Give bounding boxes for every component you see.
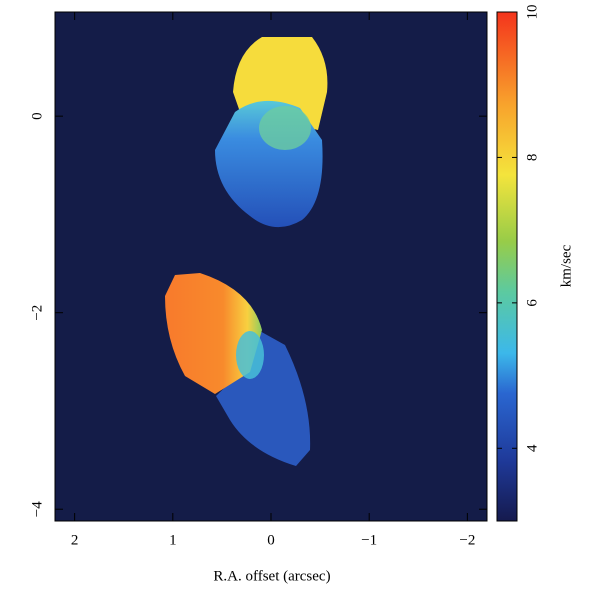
x-tick-label: 2 [71,532,79,548]
x-axis-label: R.A. offset (arcsec) [213,568,330,584]
colorbar [496,11,518,522]
y-tick-label: −4 [29,501,45,517]
emission-region [259,106,311,150]
x-tick-label: −1 [361,532,377,548]
colorbar-tick-label: 8 [524,154,540,162]
colorbar-tick-label: 6 [524,299,540,307]
x-tick-label: 1 [169,532,177,548]
colorbar-tick-label: 4 [524,444,540,452]
x-tick-label: 0 [267,532,275,548]
emission-region [236,331,264,379]
y-tick-label: 0 [29,112,45,120]
y-tick-label: −2 [29,305,45,321]
x-tick-label: −2 [459,532,475,548]
colorbar-label: km/sec [558,244,574,287]
colorbar-tick-label: 10 [524,5,540,20]
emission-region [216,330,311,466]
velocity-map [165,37,328,466]
